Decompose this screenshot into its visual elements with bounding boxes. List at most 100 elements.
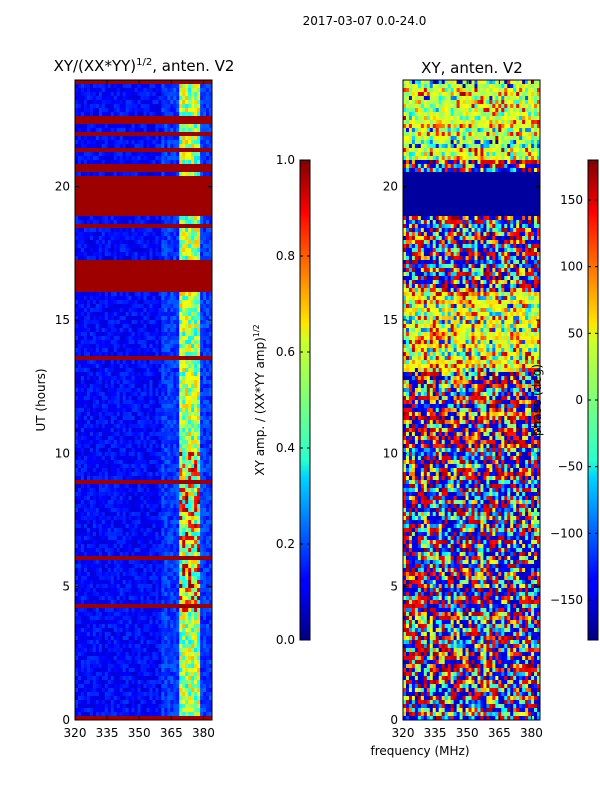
heatmap-cell [122, 456, 127, 461]
heatmap-cell [176, 440, 180, 445]
heatmap-cell [179, 244, 183, 249]
heatmap-cell [194, 172, 198, 177]
heatmap-cell [155, 488, 159, 493]
heatmap-cell [182, 484, 186, 489]
heatmap-cell [143, 260, 148, 265]
heatmap-cell [110, 312, 115, 317]
heatmap-cell [206, 128, 210, 133]
heatmap-cell [194, 264, 198, 269]
heatmap-cell [128, 388, 133, 393]
heatmap-cell [200, 256, 204, 261]
heatmap-cell [158, 260, 162, 265]
heatmap-cell [200, 316, 204, 321]
heatmap-cell [95, 436, 100, 441]
heatmap-cell [80, 284, 85, 289]
heatmap-cell [95, 96, 100, 101]
heatmap-cell [104, 360, 109, 365]
heatmap-cell [131, 320, 136, 325]
heatmap-cell [146, 84, 151, 89]
heatmap-cell [110, 420, 115, 425]
heatmap-cell [92, 240, 97, 245]
heatmap-cell [113, 352, 118, 357]
heatmap-cell [152, 168, 157, 173]
heatmap-cell [113, 460, 118, 465]
heatmap-cell [104, 196, 109, 201]
heatmap-cell [104, 232, 109, 237]
heatmap-cell [140, 300, 145, 305]
heatmap-cell [188, 392, 192, 397]
heatmap-cell [206, 264, 210, 269]
heatmap-cell [182, 316, 186, 321]
heatmap-cell [128, 348, 133, 353]
heatmap-cell [131, 432, 136, 437]
heatmap-cell [200, 456, 204, 461]
heatmap-cell [116, 432, 121, 437]
heatmap-cell [119, 176, 124, 181]
heatmap-cell [176, 316, 180, 321]
heatmap-cell [107, 176, 112, 181]
heatmap-cell [185, 128, 189, 133]
heatmap-cell [122, 448, 127, 453]
heatmap-cell [203, 412, 207, 417]
heatmap-cell [188, 440, 192, 445]
heatmap-cell [119, 428, 124, 433]
heatmap-cell [80, 452, 85, 457]
heatmap-cell [134, 228, 139, 233]
heatmap-cell [75, 316, 79, 321]
heatmap-cell [152, 324, 157, 329]
heatmap-cell [113, 336, 118, 341]
heatmap-cell [155, 188, 159, 193]
heatmap-cell [197, 344, 201, 349]
heatmap-cell [152, 388, 157, 393]
heatmap-cell [89, 472, 94, 477]
heatmap-cell [92, 192, 97, 197]
heatmap-cell [200, 492, 204, 497]
heatmap-cell [122, 204, 127, 209]
heatmap-cell [182, 416, 186, 421]
heatmap-cell [209, 156, 212, 161]
heatmap-cell [191, 316, 195, 321]
heatmap-cell [131, 368, 136, 373]
heatmap-cell [86, 440, 91, 445]
heatmap-cell [119, 108, 124, 113]
heatmap-cell [128, 504, 133, 509]
heatmap-cell [110, 96, 115, 101]
heatmap-cell [77, 364, 82, 369]
heatmap-cell [101, 236, 106, 241]
heatmap-cell [152, 128, 157, 133]
heatmap-cell [203, 324, 207, 329]
heatmap-cell [170, 452, 174, 457]
heatmap-cell [107, 88, 112, 93]
heatmap-cell [116, 236, 121, 241]
heatmap-cell [140, 292, 145, 297]
heatmap-cell [113, 284, 118, 289]
heatmap-cell [140, 220, 145, 225]
heatmap-cell [134, 224, 139, 229]
heatmap-cell [137, 312, 142, 317]
heatmap-cell [134, 488, 139, 493]
heatmap-cell [143, 240, 148, 245]
heatmap-cell [185, 188, 189, 193]
heatmap-cell [146, 420, 151, 425]
heatmap-cell [155, 164, 159, 169]
heatmap-cell [113, 304, 118, 309]
heatmap-cell [107, 248, 112, 253]
heatmap-cell [89, 152, 94, 157]
heatmap-cell [203, 244, 207, 249]
heatmap-cell [146, 340, 151, 345]
heatmap-cell [173, 400, 177, 405]
heatmap-cell [128, 136, 133, 141]
heatmap-cell [149, 144, 154, 149]
heatmap-cell [134, 340, 139, 345]
heatmap-cell [140, 508, 145, 513]
heatmap-cell [83, 140, 88, 145]
heatmap-cell [113, 376, 118, 381]
heatmap-cell [170, 448, 174, 453]
heatmap-cell [191, 336, 195, 341]
heatmap-cell [179, 180, 183, 185]
heatmap-cell [176, 456, 180, 461]
heatmap-cell [146, 320, 151, 325]
heatmap-cell [197, 164, 201, 169]
heatmap-cell [77, 168, 82, 173]
heatmap-cell [128, 180, 133, 185]
